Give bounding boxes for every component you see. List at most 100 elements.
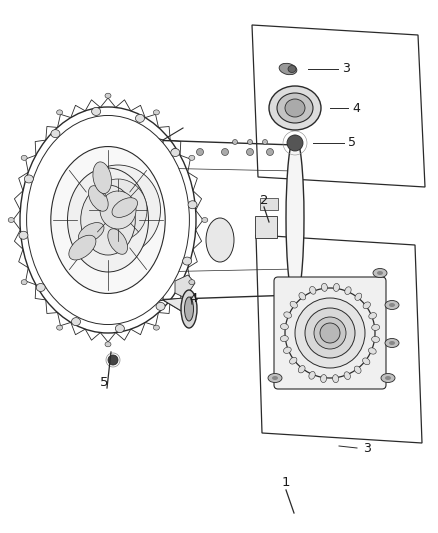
Ellipse shape xyxy=(189,280,195,285)
Ellipse shape xyxy=(272,376,278,380)
Ellipse shape xyxy=(277,93,313,123)
Text: 5: 5 xyxy=(100,376,108,389)
Ellipse shape xyxy=(284,312,292,318)
Ellipse shape xyxy=(75,165,160,255)
Ellipse shape xyxy=(156,302,165,310)
Ellipse shape xyxy=(57,110,63,115)
Ellipse shape xyxy=(8,217,14,222)
Ellipse shape xyxy=(279,63,297,75)
Ellipse shape xyxy=(299,293,306,300)
Ellipse shape xyxy=(355,293,362,301)
Circle shape xyxy=(287,135,303,151)
Ellipse shape xyxy=(268,374,282,383)
Text: 4: 4 xyxy=(190,293,198,305)
Ellipse shape xyxy=(81,185,135,255)
FancyBboxPatch shape xyxy=(255,216,277,238)
Ellipse shape xyxy=(285,99,305,117)
Ellipse shape xyxy=(88,185,108,211)
Circle shape xyxy=(247,140,252,144)
Text: 3: 3 xyxy=(342,62,350,76)
Ellipse shape xyxy=(283,347,291,353)
Polygon shape xyxy=(256,235,422,443)
Ellipse shape xyxy=(71,318,81,326)
Ellipse shape xyxy=(321,375,327,383)
Ellipse shape xyxy=(385,338,399,348)
Ellipse shape xyxy=(385,376,391,380)
Circle shape xyxy=(266,149,273,156)
Circle shape xyxy=(262,140,268,144)
Ellipse shape xyxy=(67,168,148,272)
Ellipse shape xyxy=(363,302,371,309)
Ellipse shape xyxy=(369,313,377,319)
Ellipse shape xyxy=(269,86,321,130)
Ellipse shape xyxy=(184,297,194,321)
Ellipse shape xyxy=(69,235,96,260)
Ellipse shape xyxy=(21,280,27,285)
Ellipse shape xyxy=(20,107,196,333)
Ellipse shape xyxy=(36,284,45,292)
Ellipse shape xyxy=(389,341,395,345)
Ellipse shape xyxy=(310,286,316,294)
Ellipse shape xyxy=(295,298,365,368)
Ellipse shape xyxy=(153,110,159,115)
Ellipse shape xyxy=(21,155,27,160)
Ellipse shape xyxy=(333,284,339,292)
Ellipse shape xyxy=(371,336,380,342)
Polygon shape xyxy=(175,275,195,298)
Ellipse shape xyxy=(321,284,328,292)
Circle shape xyxy=(172,149,179,156)
Ellipse shape xyxy=(153,325,159,330)
Ellipse shape xyxy=(27,116,189,325)
Ellipse shape xyxy=(51,130,60,138)
Ellipse shape xyxy=(385,301,399,310)
Polygon shape xyxy=(252,25,425,187)
Ellipse shape xyxy=(286,135,304,301)
Ellipse shape xyxy=(135,115,145,123)
Ellipse shape xyxy=(108,229,127,254)
Ellipse shape xyxy=(363,358,370,365)
Circle shape xyxy=(108,355,118,365)
Ellipse shape xyxy=(51,147,165,294)
Ellipse shape xyxy=(288,66,296,72)
Ellipse shape xyxy=(345,287,351,295)
Ellipse shape xyxy=(183,257,192,265)
Ellipse shape xyxy=(171,149,180,157)
Ellipse shape xyxy=(314,317,346,349)
FancyBboxPatch shape xyxy=(274,277,386,389)
Ellipse shape xyxy=(332,375,339,383)
Ellipse shape xyxy=(305,308,355,358)
Ellipse shape xyxy=(188,201,197,209)
Circle shape xyxy=(222,149,229,156)
Ellipse shape xyxy=(78,223,104,243)
Text: 4: 4 xyxy=(352,101,360,115)
Circle shape xyxy=(197,149,204,156)
Ellipse shape xyxy=(298,366,305,373)
Ellipse shape xyxy=(25,175,33,183)
Ellipse shape xyxy=(202,217,208,222)
Ellipse shape xyxy=(115,325,124,333)
Ellipse shape xyxy=(309,372,315,379)
Ellipse shape xyxy=(112,198,138,217)
Ellipse shape xyxy=(320,323,340,343)
Ellipse shape xyxy=(354,366,361,374)
Ellipse shape xyxy=(290,301,297,308)
Ellipse shape xyxy=(105,93,111,98)
Polygon shape xyxy=(148,140,295,300)
Circle shape xyxy=(247,149,254,156)
Polygon shape xyxy=(163,298,193,312)
Ellipse shape xyxy=(344,372,350,379)
Ellipse shape xyxy=(290,357,297,364)
Ellipse shape xyxy=(285,288,375,378)
Ellipse shape xyxy=(377,271,383,275)
Ellipse shape xyxy=(280,336,288,342)
Text: 2: 2 xyxy=(260,193,268,206)
Ellipse shape xyxy=(206,218,234,262)
Text: 3: 3 xyxy=(363,441,371,455)
Text: 5: 5 xyxy=(348,136,356,149)
Bar xyxy=(260,198,278,210)
Polygon shape xyxy=(128,130,163,310)
Ellipse shape xyxy=(389,303,395,307)
Ellipse shape xyxy=(100,191,136,229)
Ellipse shape xyxy=(57,325,63,330)
Ellipse shape xyxy=(368,348,376,354)
